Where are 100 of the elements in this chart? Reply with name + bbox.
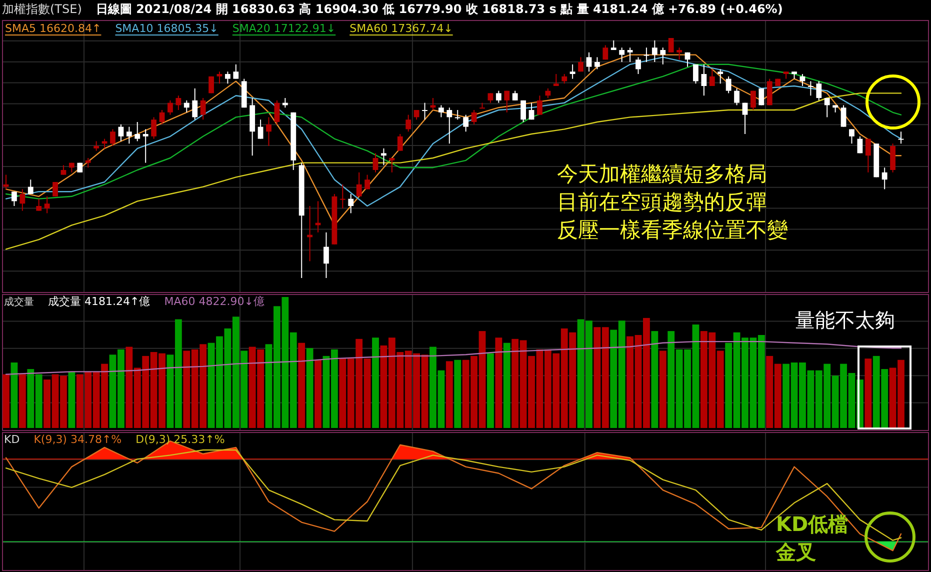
candlestick [890, 143, 896, 173]
candlestick [602, 44, 608, 60]
candlestick [898, 131, 904, 144]
candlestick [849, 128, 854, 144]
candlestick [463, 114, 469, 132]
candlestick [142, 128, 148, 164]
candlestick [808, 80, 814, 96]
candlestick [110, 128, 116, 146]
candlestick [12, 191, 17, 206]
candlestick [422, 102, 428, 120]
candlestick [381, 148, 386, 166]
candlestick [414, 110, 420, 120]
text: SMA5 16620.84↑ [5, 22, 102, 35]
bar [454, 360, 462, 428]
candlestick [520, 100, 526, 122]
candlestick [480, 102, 485, 109]
candlestick [512, 90, 518, 101]
bar [2, 374, 10, 428]
candlestick [742, 102, 748, 134]
candlestick [636, 56, 641, 74]
candlestick [348, 194, 354, 214]
annotation: 目前在空頭趨勢的反彈 [557, 190, 767, 214]
bar [487, 353, 494, 428]
bar [18, 374, 26, 428]
bar [298, 342, 306, 428]
candlestick [578, 56, 584, 72]
candlestick [701, 64, 707, 96]
candlestick [430, 98, 436, 110]
candlestick [356, 172, 362, 197]
candlestick [134, 122, 140, 142]
series-label: D(9,3) 25.33↑% [136, 433, 225, 446]
candlestick [20, 188, 26, 212]
candlestick [28, 179, 34, 194]
candlestick [816, 80, 822, 101]
candlestick [200, 98, 206, 120]
annotation: 反壓一樣看季線位置不變 [557, 218, 788, 242]
annotation: 量能不太夠 [795, 308, 895, 332]
text: SMA20 17122.91↓ [232, 22, 336, 35]
candlestick [652, 40, 658, 62]
annotation: KD低檔 [776, 512, 848, 536]
candlestick [159, 110, 165, 125]
candlestick [340, 184, 346, 209]
candlestick [438, 104, 444, 118]
bar [314, 360, 322, 428]
chart-subtitle: 日線圖 2021/08/24 開 16830.63 高 16904.30 低 16779.90 收 16818.73 s 點 量 4181.24 億 +76.89 (+0.46%) [96, 2, 783, 16]
candlestick [184, 100, 190, 113]
candlestick [94, 140, 100, 152]
chart-title: 加權指數(TSE) [2, 2, 82, 16]
candlestick [389, 158, 395, 173]
candlestick [857, 136, 863, 154]
candlestick [60, 164, 66, 176]
candlestick [44, 196, 50, 214]
candlestick [118, 124, 124, 142]
candlestick [36, 198, 42, 212]
candlestick [126, 126, 132, 144]
candlestick [734, 88, 740, 106]
candlestick [750, 90, 756, 110]
bar [651, 331, 658, 428]
candlestick [168, 100, 173, 116]
series-label: K(9,3) 34.78↑% [34, 433, 122, 446]
candlestick [3, 174, 9, 190]
bar [446, 361, 453, 428]
text: SMA60 17367.74↓ [350, 22, 453, 35]
candlestick [372, 152, 378, 173]
text: SMA10 16805.35↓ [115, 22, 218, 35]
candlestick [397, 134, 403, 152]
candlestick [570, 64, 576, 80]
bar [10, 362, 18, 428]
candlestick [274, 100, 280, 125]
candlestick [496, 90, 502, 104]
candlestick [693, 64, 698, 84]
candlestick [471, 110, 477, 125]
candlestick [766, 78, 772, 106]
candlestick [85, 158, 91, 168]
chart-title: KD [4, 433, 20, 446]
candlestick [324, 232, 329, 278]
candlestick [709, 68, 715, 86]
candlestick [840, 104, 846, 128]
candlestick [102, 138, 108, 149]
text: 成交量 4181.24↑億 [48, 295, 150, 308]
candlestick [537, 95, 542, 116]
candlestick [216, 71, 222, 84]
bar [68, 372, 76, 428]
candlestick [233, 64, 239, 80]
candlestick [266, 116, 272, 146]
candlestick [504, 90, 510, 113]
candlestick [660, 47, 666, 65]
bar [503, 342, 510, 428]
candlestick [824, 98, 830, 118]
candlestick [192, 88, 198, 120]
candlestick [176, 95, 182, 110]
candlestick [488, 92, 494, 104]
candlestick [364, 174, 370, 190]
candlestick [586, 52, 592, 72]
candlestick [882, 167, 888, 190]
candlestick [865, 138, 871, 173]
candlestick [446, 107, 452, 144]
bar [864, 358, 872, 428]
chart-title: 成交量 [4, 296, 34, 308]
bar [495, 338, 502, 428]
